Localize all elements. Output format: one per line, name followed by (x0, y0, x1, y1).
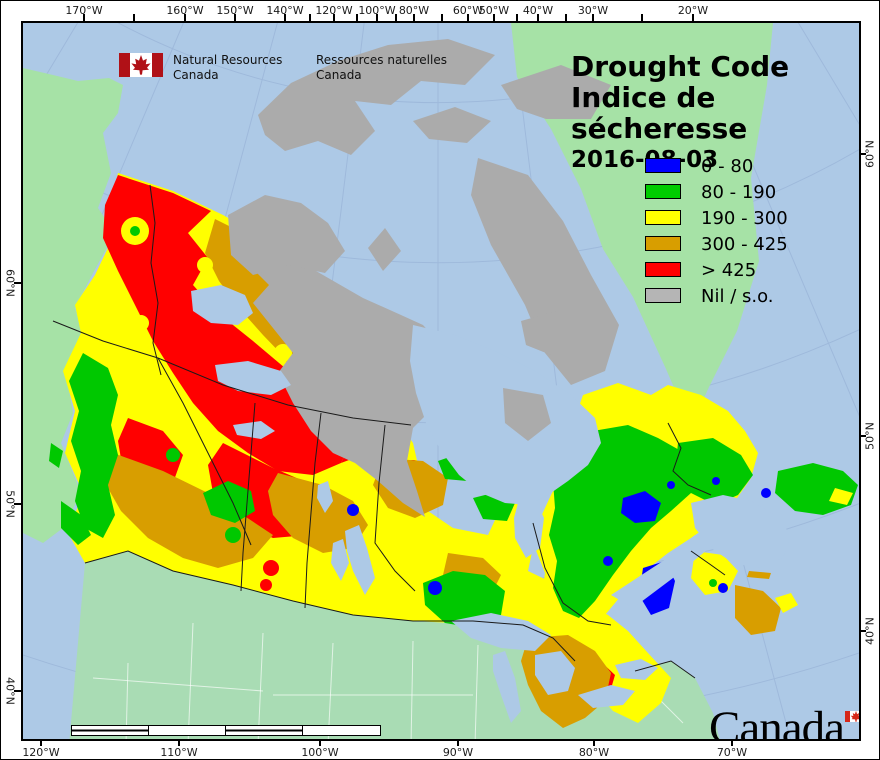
lake-huron (535, 651, 575, 695)
axis-label-top: 80°W (398, 4, 430, 17)
lake-ontario (615, 659, 658, 680)
legend-swatch-190-300 (645, 210, 681, 225)
st-lawrence-river (611, 535, 713, 608)
canada-wordmark-text: Canada (709, 702, 845, 741)
axis-label-bottom: 100°W (301, 746, 339, 759)
legend-label: 300 - 425 (701, 234, 788, 255)
logo-fr-line2: Canada (316, 68, 362, 82)
greenland-landmass (511, 23, 773, 427)
axis-label-top: 170°W (65, 4, 103, 17)
legend-swatch-300-425 (645, 236, 681, 251)
admin-borders (52, 184, 726, 679)
james-bay (514, 499, 544, 558)
map-frame: Natural Resources Canada Ressources natu… (21, 21, 861, 741)
canada-wordmark: Canada (709, 702, 859, 741)
map-canvas (23, 23, 859, 739)
scale-tick-label: 500 (137, 738, 159, 739)
scale-tick-label: 1000 (211, 738, 240, 739)
legend-label: Nil / s.o. (701, 286, 774, 307)
great-bear-lake (191, 285, 253, 325)
great-slave-lake (215, 361, 291, 395)
logo-text-fr: Ressources naturelles Canada (316, 53, 466, 83)
axis-label-bottom: 70°W (716, 746, 748, 759)
axis-label-top: 60°W (452, 4, 484, 17)
map-title-en: Drought Code (571, 50, 790, 83)
scale-tick-label: 2000 (365, 738, 394, 739)
logo-text-en: Natural Resources Canada (173, 53, 298, 83)
canada-flag-icon (119, 53, 163, 77)
lake-erie (578, 685, 635, 708)
legend-swatch-80-190 (645, 184, 681, 199)
axis-label-top: 100°W (358, 4, 396, 17)
map-title-block: Drought Code Indice de sécheresse 2016-0… (571, 51, 859, 173)
legend-label: 190 - 300 (701, 208, 788, 229)
axis-label-top: 30°W (577, 4, 609, 17)
maple-leaf-icon (131, 55, 151, 75)
legend-swatch-0-80 (645, 158, 681, 173)
nil-east-hudson (503, 388, 551, 441)
legend-label: 80 - 190 (701, 182, 777, 203)
logo-fr-line1: Ressources naturelles (316, 53, 447, 67)
axis-label-top: 140°W (266, 4, 304, 17)
lake-superior (451, 613, 551, 651)
lake-michigan (493, 651, 521, 723)
legend-label: > 425 (701, 260, 757, 281)
nil-regions (228, 39, 619, 517)
logo-en-line2: Canada (173, 68, 219, 82)
axis-label-bottom: 120°W (22, 746, 60, 759)
scale-bar-graphic (71, 725, 381, 736)
maple-leaf-icon (850, 711, 859, 722)
axis-label-top: 40°W (522, 4, 554, 17)
scale-unit-label: km (393, 738, 407, 739)
drought-yellow-details (121, 217, 853, 613)
alaska-landmass (23, 68, 123, 543)
axis-label-top: 120°W (315, 4, 353, 17)
axis-label-bottom: 90°W (442, 746, 474, 759)
legend-swatch-nil (645, 288, 681, 303)
map-title-fr: Indice de sécheresse (571, 81, 748, 145)
axis-label-bottom: 110°W (160, 746, 198, 759)
lake-winnipeg (345, 525, 375, 595)
wordmark-flag-icon (845, 711, 859, 722)
axis-label-top: 150°W (216, 4, 254, 17)
nrcan-logo: Natural Resources Canada Ressources natu… (119, 53, 466, 83)
scale-tick-label: 1500 (288, 738, 317, 739)
legend-swatch-over-425 (645, 262, 681, 277)
axis-label-top: 50°W (478, 4, 510, 17)
scale-bar: 0 500 1000 1500 2000 km (67, 725, 411, 739)
axis-label-bottom: 80°W (578, 746, 610, 759)
logo-en-line1: Natural Resources (173, 53, 283, 67)
axis-label-top: 20°W (677, 4, 709, 17)
axis-label-top: 160°W (166, 4, 204, 17)
legend-label: 0 - 80 (701, 156, 754, 177)
map-date: 2016-08-03 (571, 147, 859, 173)
gulf-st-lawrence (691, 495, 791, 568)
scale-tick-label: 0 (67, 738, 74, 739)
lake-athabasca (233, 421, 275, 439)
